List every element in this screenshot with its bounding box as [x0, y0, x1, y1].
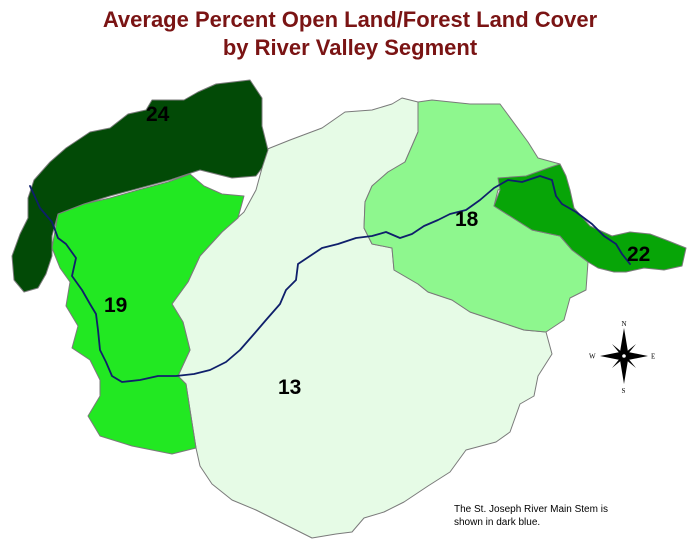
segment-22-label: 22 [627, 243, 650, 266]
segment-19-region [51, 173, 245, 455]
segment-13-label: 13 [278, 376, 301, 399]
river-note: The St. Joseph River Main Stem is shown … [454, 503, 694, 529]
segment-18-region [363, 99, 589, 333]
river-note-line-2: shown in dark blue. [454, 517, 541, 528]
compass-west-letter: W [589, 353, 596, 361]
river-note-line-1: The St. Joseph River Main Stem is [454, 504, 608, 515]
segment-19-label: 19 [104, 294, 127, 317]
map-title: Average Percent Open Land/Forest Land Co… [0, 6, 700, 62]
compass-rose-icon: N S E W [589, 320, 655, 395]
segment-22-region [493, 163, 687, 273]
map-title-line-2: by River Valley Segment [222, 35, 478, 60]
segment-24-region [11, 79, 269, 293]
segment-18-label: 18 [455, 208, 479, 231]
compass-south-letter: S [622, 387, 626, 395]
segment-24-label: 24 [146, 103, 170, 126]
map-title-line-1: Average Percent Open Land/Forest Land Co… [102, 7, 598, 32]
compass-east-letter: E [651, 353, 655, 361]
compass-north-letter: N [622, 320, 627, 328]
st-joseph-river-main-stem [29, 175, 631, 383]
